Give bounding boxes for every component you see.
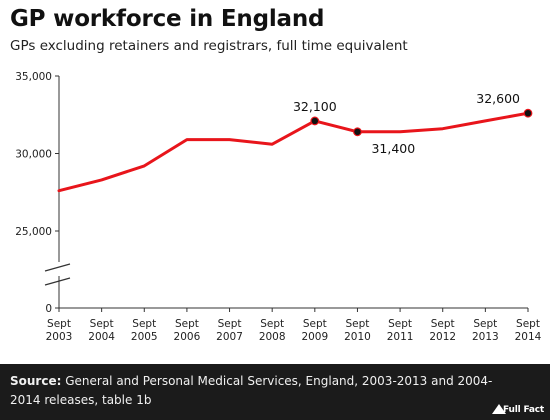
highlight-points bbox=[310, 108, 533, 137]
brand-logo-text: Full Fact bbox=[503, 405, 544, 415]
data-point bbox=[310, 116, 320, 126]
x-tick-label: Sept bbox=[90, 318, 114, 330]
axis-break-mark-lower bbox=[44, 277, 71, 286]
full-fact-logo-icon bbox=[492, 404, 506, 414]
data-label: 31,400 bbox=[371, 141, 415, 156]
x-tick-label: Sept bbox=[388, 318, 412, 330]
chart-title: GP workforce in England bbox=[10, 6, 325, 32]
x-tick-label: Sept bbox=[132, 318, 156, 330]
x-tick-label: 2003 bbox=[46, 331, 73, 343]
chart-axes bbox=[44, 76, 528, 309]
x-tick-label: Sept bbox=[345, 318, 369, 330]
x-tick-label: 2010 bbox=[344, 331, 371, 343]
data-label: 32,100 bbox=[293, 99, 337, 114]
x-tick-label: Sept bbox=[260, 318, 284, 330]
series-line-0 bbox=[57, 111, 530, 193]
y-tick-label: 0 bbox=[45, 303, 52, 315]
x-tick-label: 2011 bbox=[387, 331, 414, 343]
source-note: Source: General and Personal Medical Ser… bbox=[10, 372, 500, 410]
x-tick-label: 2007 bbox=[216, 331, 243, 343]
x-tick-label: Sept bbox=[47, 318, 71, 330]
x-tick-label: Sept bbox=[516, 318, 540, 330]
x-axis-ticks: Sept2003Sept2004Sept2005Sept2006Sept2007… bbox=[46, 308, 542, 343]
x-tick-label: Sept bbox=[218, 318, 242, 330]
x-tick-label: 2008 bbox=[259, 331, 286, 343]
x-tick-label: 2009 bbox=[301, 331, 328, 343]
x-tick-label: Sept bbox=[431, 318, 455, 330]
axis-break-mark-upper bbox=[44, 263, 71, 272]
x-tick-label: 2006 bbox=[174, 331, 201, 343]
x-tick-label: 2013 bbox=[472, 331, 499, 343]
y-tick-label: 35,000 bbox=[15, 71, 52, 83]
x-tick-label: 2012 bbox=[429, 331, 456, 343]
x-tick-label: Sept bbox=[473, 318, 497, 330]
data-labels: 32,100 31,400 32,600 bbox=[293, 91, 520, 156]
x-tick-label: Sept bbox=[303, 318, 327, 330]
source-text: General and Personal Medical Services, E… bbox=[10, 374, 493, 407]
y-tick-label: 25,000 bbox=[15, 226, 52, 238]
series-lines bbox=[57, 111, 530, 193]
y-axis-ticks: 0 25,000 30,000 35,000 bbox=[15, 71, 59, 315]
y-tick-label: 30,000 bbox=[15, 149, 52, 161]
data-point bbox=[523, 108, 533, 118]
footer-bar: Source: General and Personal Medical Ser… bbox=[0, 364, 550, 420]
chart-subtitle: GPs excluding retainers and registrars, … bbox=[10, 38, 408, 54]
data-point bbox=[353, 127, 362, 137]
x-tick-label: 2014 bbox=[515, 331, 542, 343]
data-label: 32,600 bbox=[476, 91, 520, 106]
x-tick-label: 2005 bbox=[131, 331, 158, 343]
source-label: Source: bbox=[10, 374, 62, 388]
x-tick-label: Sept bbox=[175, 318, 199, 330]
x-tick-label: 2004 bbox=[88, 331, 115, 343]
